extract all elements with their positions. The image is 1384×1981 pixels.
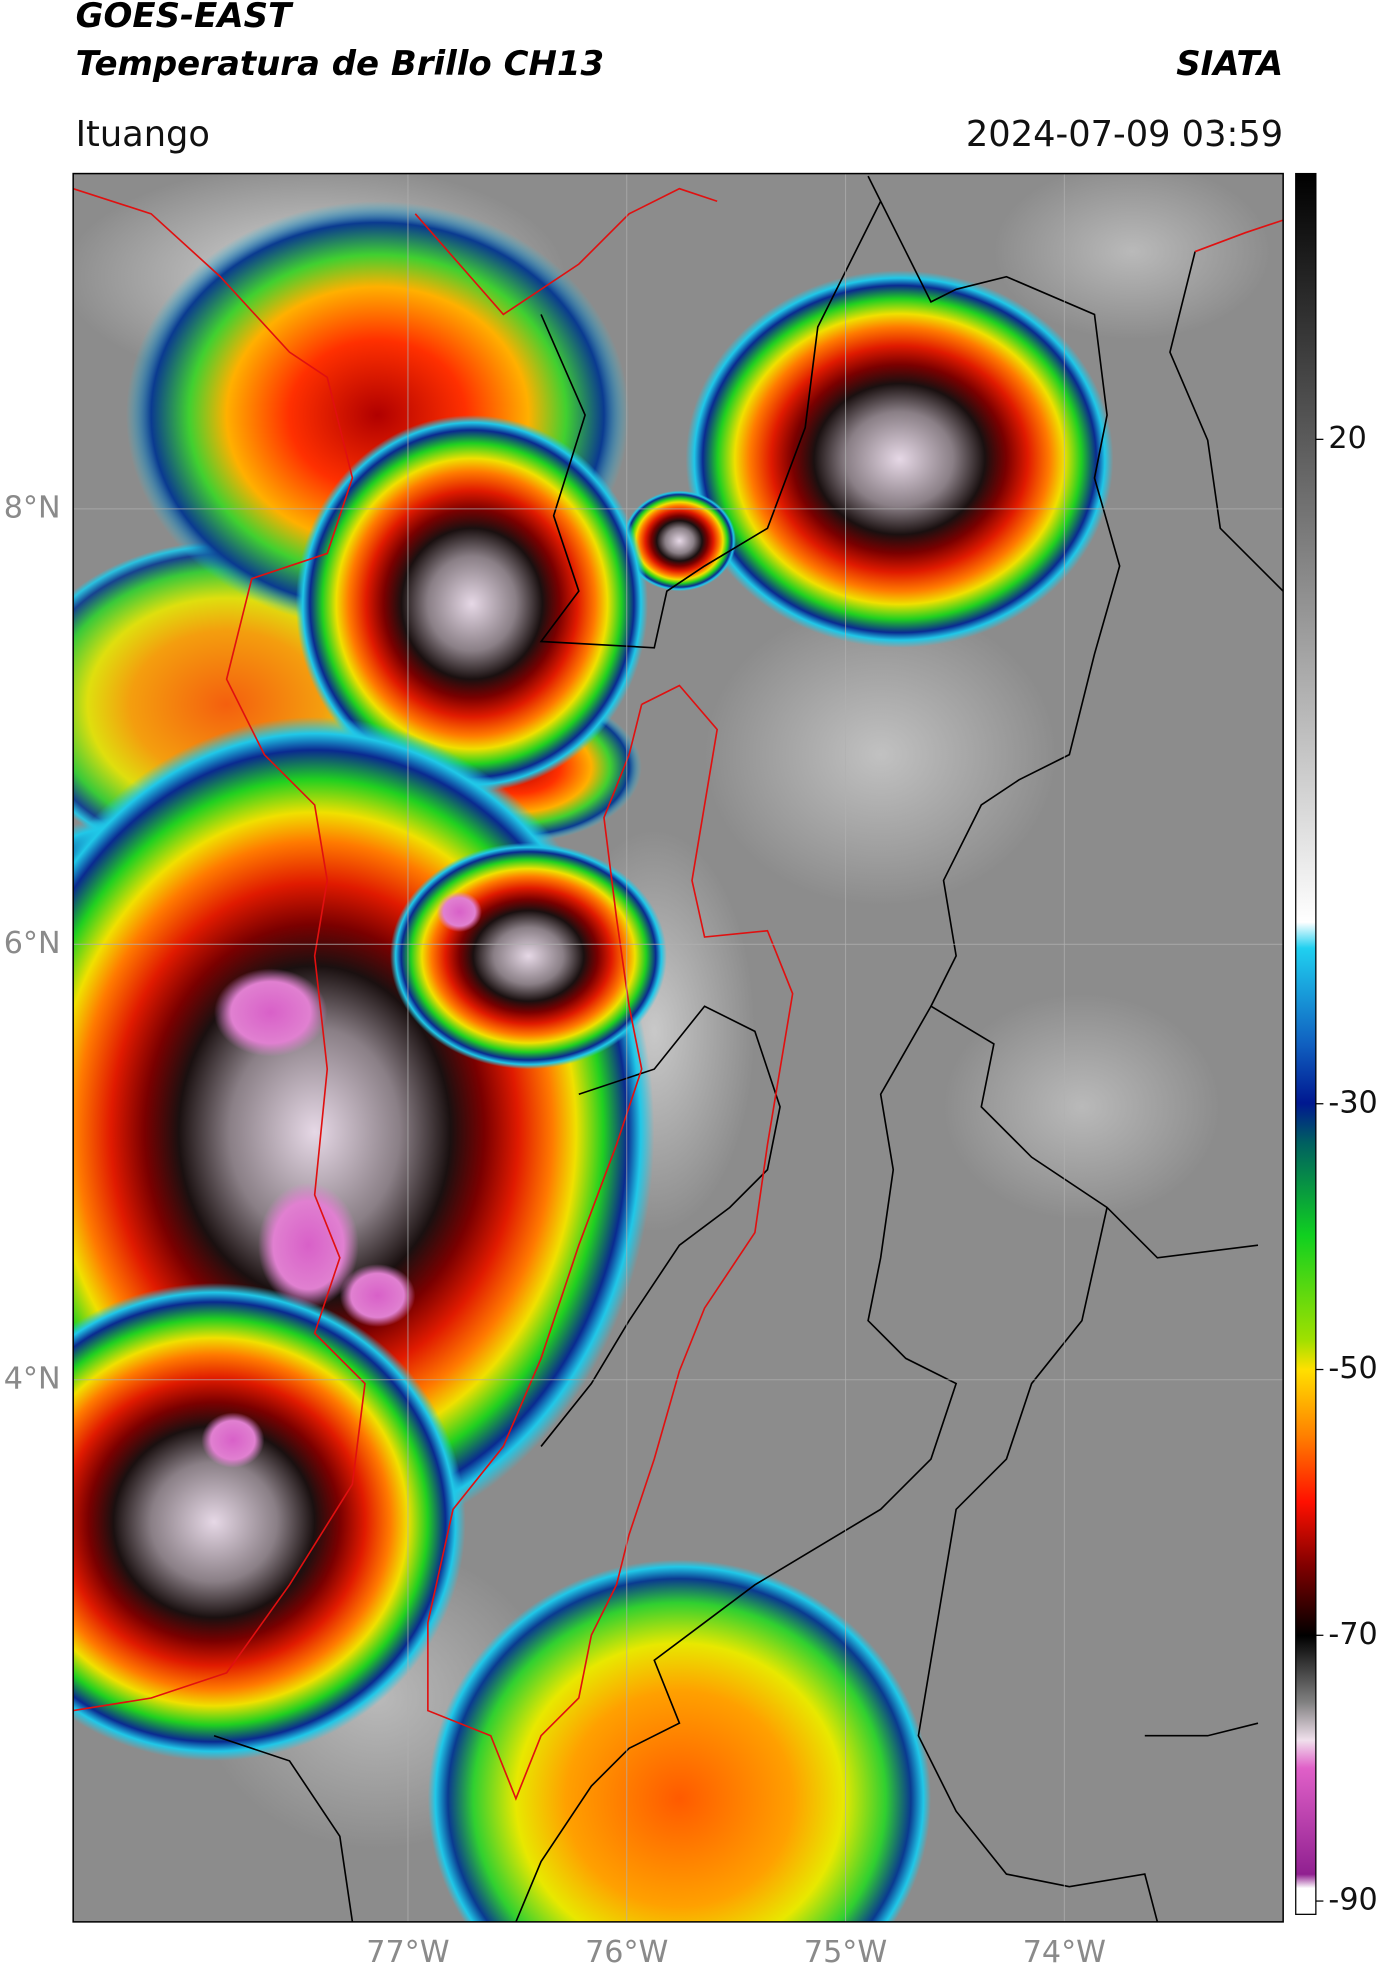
x-tick-label: 75°W <box>804 1935 887 1970</box>
x-tick-label: 74°W <box>1023 1935 1106 1970</box>
source: SIATA <box>1176 44 1283 84</box>
colorbar-tick-label: -90 <box>1328 1883 1377 1918</box>
colorbar-tick-label: -30 <box>1328 1085 1377 1120</box>
colorbar <box>1295 172 1317 1915</box>
colorbar-tick-label: 20 <box>1328 421 1366 456</box>
timestamp: 2024-07-09 03:59 <box>966 114 1283 155</box>
x-tick-label: 77°W <box>366 1935 449 1970</box>
region: Ituango <box>76 114 210 155</box>
title: GOES-EAST <box>76 0 294 36</box>
subtitle: Temperatura de Brillo CH13 <box>76 44 604 84</box>
map-image <box>73 173 1284 1922</box>
y-tick-label: 4°N <box>4 1361 61 1396</box>
colorbar-tick-label: -70 <box>1328 1617 1377 1652</box>
map-frame <box>72 172 1284 1923</box>
colorbar-tick-label: -50 <box>1328 1351 1377 1386</box>
y-tick-label: 6°N <box>4 926 61 961</box>
x-tick-label: 76°W <box>585 1935 668 1970</box>
y-tick-label: 8°N <box>4 490 61 525</box>
graticule <box>73 173 1284 1922</box>
